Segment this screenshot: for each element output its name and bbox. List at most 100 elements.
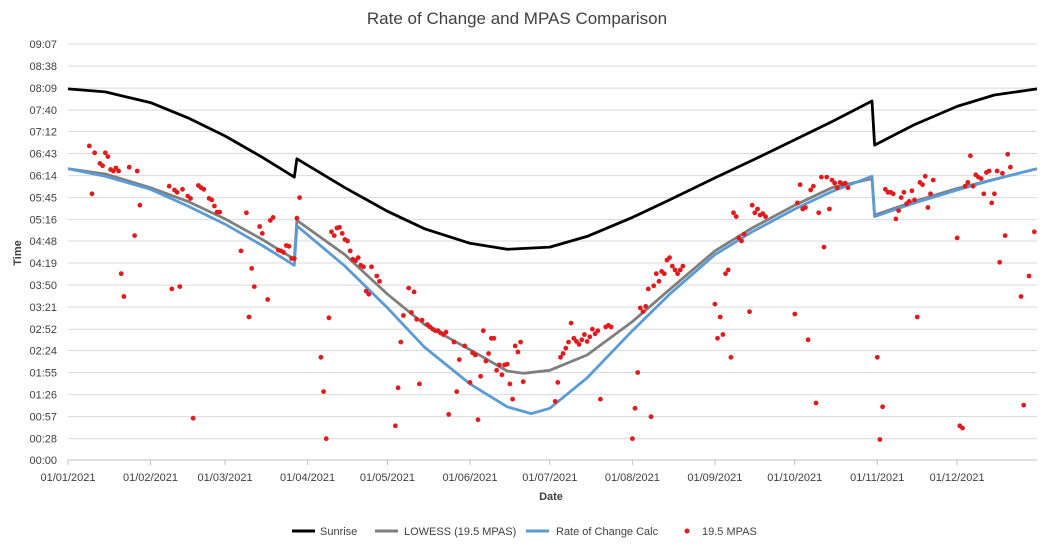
- mpas-point: [720, 332, 726, 337]
- mpas-point: [898, 195, 904, 201]
- mpas-point: [733, 214, 739, 220]
- mpas-point: [715, 335, 720, 341]
- mpas-point: [811, 183, 816, 189]
- mpas-point: [355, 255, 361, 261]
- mpas-point: [819, 174, 824, 180]
- mpas-point: [504, 361, 510, 367]
- mpas-point: [752, 210, 758, 216]
- mpas-point: [217, 209, 223, 215]
- mpas-point: [930, 177, 936, 183]
- mpas-point: [345, 238, 350, 244]
- x-axis-title: Date: [539, 491, 563, 503]
- mpas-point: [906, 199, 912, 204]
- mpas-point: [579, 337, 585, 343]
- mpas-point: [209, 197, 215, 203]
- mpas-point: [816, 210, 822, 216]
- mpas-point: [747, 309, 752, 315]
- mpas-point: [177, 284, 183, 289]
- mpas-point: [1005, 151, 1011, 157]
- mpas-point: [337, 224, 342, 230]
- mpas-point: [409, 310, 414, 315]
- mpas-point: [960, 425, 965, 431]
- mpas-point: [598, 396, 603, 402]
- mpas-point: [928, 191, 933, 197]
- x-tick-label: 01/02/2021: [123, 472, 178, 484]
- x-tick-label: 01/05/2021: [360, 472, 415, 484]
- mpas-point: [560, 351, 566, 356]
- mpas-point: [326, 315, 332, 321]
- mpas-point: [102, 150, 108, 156]
- mpas-point: [739, 238, 744, 244]
- x-tick-label: 01/08/2021: [605, 472, 660, 484]
- mpas-point: [116, 168, 121, 174]
- axis-layer: 00:00 00:28 00:57 01:26 01:55 02:24 02:52 03:21…: [29, 39, 1037, 484]
- mpas-point: [323, 436, 329, 442]
- mpas-point: [475, 417, 481, 423]
- mpas-point: [645, 286, 651, 292]
- mpas-point: [723, 271, 728, 277]
- mpas-point: [842, 180, 848, 186]
- mpas-point: [992, 191, 997, 197]
- mpas-point: [749, 202, 755, 208]
- mpas-point: [174, 189, 180, 195]
- mpas-point: [443, 329, 449, 335]
- series-layer: [67, 87, 1038, 442]
- mpas-point: [677, 267, 683, 273]
- mpas-point: [635, 370, 641, 375]
- mpas-point: [134, 168, 140, 174]
- mpas-point: [587, 334, 593, 340]
- x-tick-label: 01/04/2021: [280, 472, 335, 484]
- mpas-point: [1002, 233, 1008, 239]
- mpas-point: [212, 203, 217, 209]
- mpas-point: [118, 271, 124, 277]
- mpas-point: [286, 243, 292, 249]
- mpas-point: [414, 316, 420, 322]
- mpas-point: [558, 354, 563, 360]
- legend-label-sunrise: Sunrise: [320, 526, 357, 538]
- mpas-point: [954, 235, 960, 241]
- mpas-point: [190, 415, 196, 421]
- mpas-point: [643, 304, 649, 309]
- mpas-point: [661, 271, 667, 277]
- mpas-point: [725, 267, 731, 273]
- legend-swatch-mpas: [684, 528, 690, 534]
- mpas-point: [912, 197, 917, 203]
- mpas-point: [736, 235, 742, 241]
- mpas-point: [608, 324, 614, 330]
- mpas-point: [166, 183, 172, 189]
- y-tick-label: 06:14: [29, 171, 57, 183]
- mpas-point: [339, 231, 345, 236]
- mpas-point: [512, 343, 518, 349]
- mpas-point: [552, 399, 558, 404]
- mpas-point: [845, 185, 851, 191]
- mpas-point: [890, 191, 896, 197]
- mpas-point: [834, 185, 840, 191]
- y-tick-label: 05:16: [29, 215, 57, 227]
- x-tick-label: 01/12/2021: [930, 472, 985, 484]
- mpas-point: [478, 373, 483, 379]
- mpas-point: [986, 168, 992, 174]
- y-tick-label: 00:28: [29, 434, 57, 446]
- mpas-point: [518, 339, 523, 345]
- mpas-point: [595, 328, 601, 334]
- mpas-point: [922, 173, 928, 179]
- mpas-point: [763, 214, 768, 220]
- mpas-point: [792, 311, 798, 317]
- mpas-point: [925, 205, 931, 210]
- mpas-point: [480, 328, 486, 334]
- mpas-point: [637, 305, 643, 311]
- mpas-point: [318, 354, 324, 360]
- mpas-point: [244, 210, 249, 216]
- y-tick-label: 02:24: [29, 345, 57, 357]
- y-tick-label: 07:12: [29, 126, 57, 138]
- mpas-point: [656, 278, 662, 284]
- y-tick-label: 03:50: [29, 280, 57, 292]
- mpas-point: [249, 266, 255, 271]
- mpas-point: [265, 297, 271, 302]
- x-tick-label: 01/01/2021: [40, 472, 95, 484]
- mpas-point: [827, 206, 832, 212]
- mpas-point: [813, 400, 819, 406]
- mpas-point: [582, 332, 587, 337]
- mpas-point: [829, 177, 835, 183]
- y-tick-label: 00:00: [29, 455, 57, 467]
